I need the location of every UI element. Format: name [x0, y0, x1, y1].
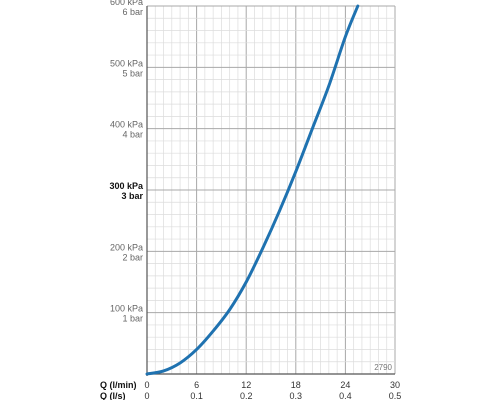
x-tick-label-lmin: 6: [194, 380, 199, 390]
x-tick-label-lmin: 18: [291, 380, 301, 390]
x-tick-label-lmin: 24: [340, 380, 350, 390]
series-line-0: [145, 4, 360, 376]
series-curve-group: [145, 4, 360, 376]
x-axis-label-primary: Q (l/min): [100, 380, 137, 390]
x-tick-label-ls: 0.5: [389, 391, 402, 400]
x-tick-label-lmin: 12: [241, 380, 251, 390]
y-tick-label-kpa: 600 kPa: [110, 0, 143, 7]
y-tick-label-bar: 3 bar: [121, 191, 143, 201]
x-tick-label-ls: 0.2: [240, 391, 253, 400]
y-tick-label-bar: 2 bar: [122, 252, 143, 262]
y-tick-label-bar: 5 bar: [122, 68, 143, 78]
x-tick-label-ls: 0.3: [290, 391, 303, 400]
y-tick-label-kpa: 100 kPa: [110, 304, 143, 314]
x-tick-label-ls: 0.1: [190, 391, 203, 400]
y-tick-label-bar: 4 bar: [122, 130, 143, 140]
y-tick-label-kpa: 300 kPa: [109, 181, 144, 191]
grid: [146, 5, 396, 376]
y-tick-label-bar: 6 bar: [122, 7, 143, 17]
y-tick-label-bar: 1 bar: [122, 314, 143, 324]
x-tick-label-ls: 0: [144, 391, 149, 400]
x-tick-label-ls: 0.4: [339, 391, 352, 400]
x-tick-label-lmin: 30: [390, 380, 400, 390]
x-tick-labels: 00 60.1 120.2 180.3 240.4 300.5: [144, 380, 401, 400]
x-tick-label-lmin: 0: [144, 380, 149, 390]
y-tick-label-kpa: 200 kPa: [110, 242, 143, 252]
y-tick-label-kpa: 500 kPa: [110, 58, 143, 68]
x-axis-label-secondary: Q (l/s): [100, 391, 126, 400]
y-tick-label-kpa: 400 kPa: [110, 120, 143, 130]
diagram-code: 2790: [374, 363, 392, 372]
